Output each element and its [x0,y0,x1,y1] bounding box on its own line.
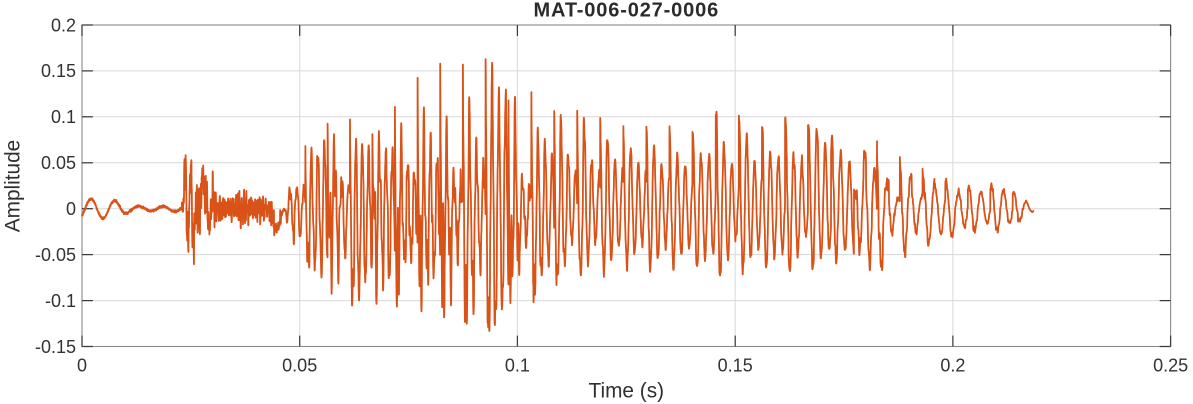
svg-text:0.15: 0.15 [41,61,76,81]
svg-text:0.25: 0.25 [1153,356,1188,376]
svg-text:0.1: 0.1 [505,356,530,376]
svg-text:Amplitude: Amplitude [2,140,25,232]
svg-text:0.1: 0.1 [51,107,76,127]
svg-text:MAT-006-027-0006: MAT-006-027-0006 [534,0,720,22]
svg-text:-0.1: -0.1 [45,291,76,311]
svg-text:0.2: 0.2 [51,15,76,35]
svg-text:-0.15: -0.15 [35,337,76,357]
svg-text:0.2: 0.2 [940,356,965,376]
svg-text:-0.05: -0.05 [35,245,76,265]
svg-text:0: 0 [77,356,87,376]
svg-text:0: 0 [66,199,76,219]
svg-text:0.15: 0.15 [718,356,753,376]
svg-text:0.05: 0.05 [282,356,317,376]
svg-text:0.05: 0.05 [41,153,76,173]
svg-text:Time (s): Time (s) [589,379,664,402]
